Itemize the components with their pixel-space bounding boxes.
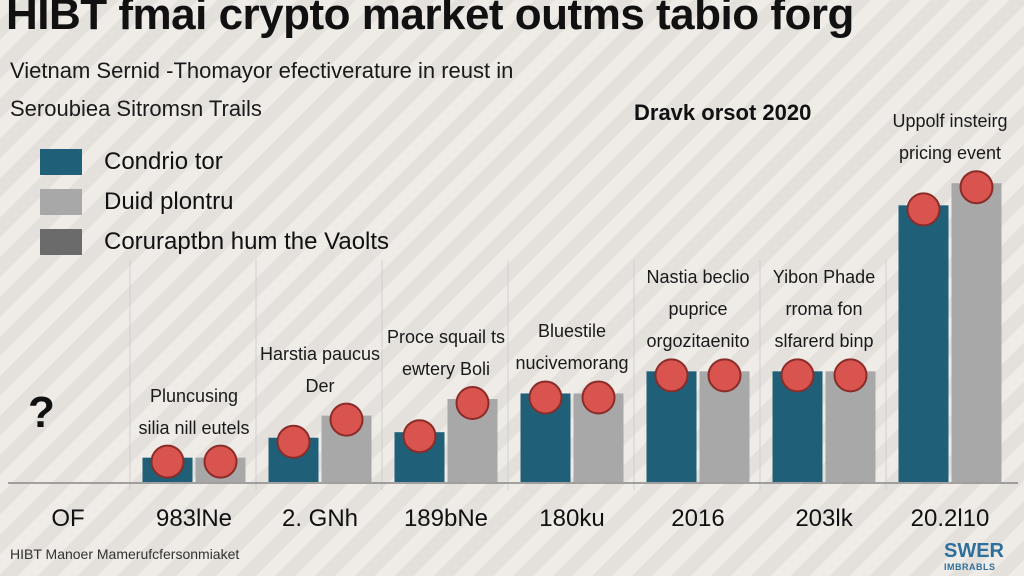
series-year-label: Dravk orsot 2020 (634, 100, 812, 125)
legend-swatch-2 (40, 189, 82, 215)
legend-swatch-3 (40, 229, 82, 255)
annotation-7: Uppolf insteirg pricing event (892, 111, 1008, 164)
tick-label-3: 189bNe (404, 505, 488, 532)
legend-item-1: Condrio tor (40, 148, 223, 176)
coin-icon (906, 192, 941, 227)
coin-icon (581, 380, 616, 415)
legend-label-2: Duid plontru (104, 188, 234, 215)
bar-1-7 (898, 205, 949, 483)
subtitle-line-2: Seroubiea Sitromsn Trails (10, 96, 262, 121)
coin-icon (959, 170, 994, 205)
tick-label-5: 2016 (671, 505, 724, 532)
coin-icon (203, 444, 238, 479)
annotation-4: Bluestile nucivemorang (515, 321, 629, 374)
brand-logo: SWER IMBRABLS (944, 540, 1004, 575)
coin-icon (150, 444, 185, 479)
brand-main: SWER (944, 540, 1004, 562)
coin-icon (833, 358, 868, 393)
coin-icon (654, 358, 689, 393)
annotation-5: Nastia beclio puprice orgozitaenito (646, 267, 750, 352)
tick-label-6: 203lk (795, 505, 853, 532)
tick-label-7: 20.2l10 (911, 505, 990, 532)
coin-icon (402, 419, 437, 454)
coin-icon (276, 424, 311, 459)
brand-sub: IMBRABLS (944, 562, 996, 572)
legend-item-3: Coruraptbn hum the Vaolts (40, 228, 389, 256)
tick-label-2: 2. GNh (282, 505, 358, 532)
legend-label-1: Condrio tor (104, 148, 223, 175)
annotation-6: Yibon Phade rroma fon slfarerd binp (772, 267, 876, 352)
chart-title: HIBT fmai crypto market outms tabio forg (6, 0, 854, 39)
bar-2-7 (951, 183, 1002, 482)
coin-icon (528, 380, 563, 415)
annotation-1: Pluncusing silia nill eutels (138, 385, 250, 438)
footer-text: HIBT Manoer Mamerufcfersonmiaket (10, 546, 240, 562)
legend-label-3: Coruraptbn hum the Vaolts (104, 228, 390, 255)
subtitle-line-1: Vietnam Sernid -Thomayor efectiverature … (10, 58, 514, 83)
coin-icon (707, 358, 742, 393)
tick-label-4: 180ku (539, 505, 604, 532)
question-mark: ? (28, 388, 55, 437)
annotation-2: Harstia paucus Der (259, 343, 381, 396)
annotation-3: Proce squail ts ewtery Boli (386, 327, 506, 379)
legend-swatch-1 (40, 149, 82, 175)
coin-icon (455, 386, 490, 420)
legend-item-2: Duid plontru (40, 188, 233, 216)
coin-icon (329, 402, 364, 437)
tick-label-1: 983lNe (156, 505, 232, 532)
coin-icon (780, 358, 815, 393)
tick-label-0: OF (51, 505, 84, 532)
